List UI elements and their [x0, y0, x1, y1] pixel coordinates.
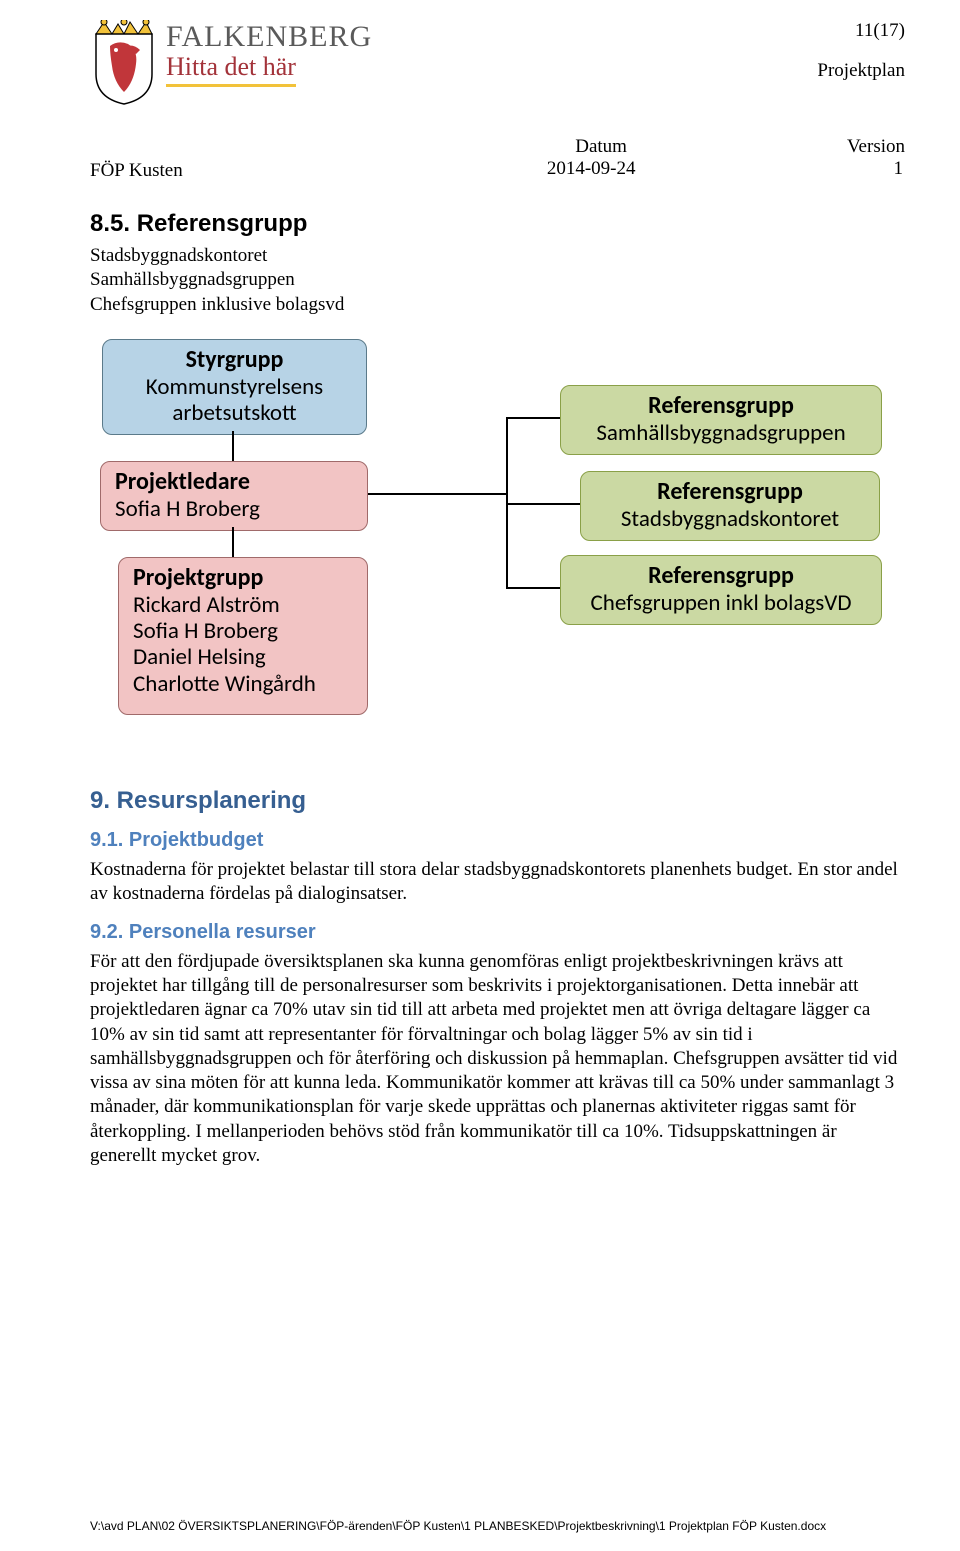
org-node-ref1: ReferensgruppSamhällsbyggnadsgruppen — [560, 385, 882, 455]
doc-meta-labels: Datum Version — [90, 136, 905, 158]
body-9-2: För att den fördjupade översiktsplanen s… — [90, 950, 905, 1169]
org-node-grupp: ProjektgruppRickard AlströmSofia H Brobe… — [118, 557, 368, 715]
heading-9-1: 9.1. Projektbudget — [90, 829, 905, 852]
org-node-ledare: ProjektledareSofia H Broberg — [100, 461, 368, 531]
org-node-sub: Rickard Alström — [133, 592, 353, 618]
org-node-sub: Charlotte Wingårdh — [133, 671, 353, 697]
datum-label: Datum — [575, 136, 627, 158]
list-item: Chefsgruppen inklusive bolagsvd — [90, 293, 905, 317]
list-item: Stadsbyggnadskontoret — [90, 244, 905, 268]
org-connector — [232, 527, 234, 557]
heading-9-2: 9.2. Personella resurser — [90, 921, 905, 944]
org-node-sub: arbetsutskott — [117, 400, 352, 426]
header-right: 11(17) Projektplan — [817, 20, 905, 82]
page-header: FALKENBERG Hitta det här 11(17) Projektp… — [90, 20, 905, 106]
org-node-title: Referensgrupp — [575, 562, 867, 590]
referensgrupp-list: Stadsbyggnadskontoret Samhällsbyggnadsgr… — [90, 244, 905, 317]
org-connector — [232, 431, 234, 461]
org-node-sub: Kommunstyrelsens — [117, 374, 352, 400]
org-connector — [368, 493, 508, 495]
org-node-sub: Daniel Helsing — [133, 644, 353, 670]
org-node-ref2: ReferensgruppStadsbyggnadskontoret — [580, 471, 880, 541]
org-connector — [506, 417, 560, 419]
org-node-styr: StyrgruppKommunstyrelsensarbetsutskott — [102, 339, 367, 435]
org-connector — [506, 587, 560, 589]
body-9-1: Kostnaderna för projektet belastar till … — [90, 858, 905, 907]
fop-name: FÖP Kusten — [90, 160, 183, 182]
footer-filepath: V:\avd PLAN\02 ÖVERSIKTSPLANERING\FÖP-är… — [90, 1519, 826, 1533]
org-node-title: Projektledare — [115, 468, 353, 496]
logo-text-block: FALKENBERG Hitta det här — [166, 20, 372, 87]
org-node-sub: Sofia H Broberg — [133, 618, 353, 644]
municipality-logo: FALKENBERG Hitta det här — [90, 20, 372, 106]
list-item: Samhällsbyggnadsgruppen — [90, 268, 905, 292]
org-node-sub: Chefsgruppen inkl bolagsVD — [575, 590, 867, 616]
org-chart: StyrgruppKommunstyrelsensarbetsutskott Pr… — [90, 339, 900, 759]
heading-9: 9. Resursplanering — [90, 787, 905, 815]
logo-wordmark: FALKENBERG — [166, 20, 372, 54]
org-node-sub: Sofia H Broberg — [115, 496, 353, 522]
page-number: 11(17) — [817, 20, 905, 42]
falkenberg-crest-icon — [90, 20, 158, 106]
org-node-title: Referensgrupp — [595, 478, 865, 506]
version-value: 1 — [894, 158, 904, 182]
logo-tagline: Hitta det här — [166, 52, 296, 87]
org-node-sub: Stadsbyggnadskontoret — [595, 506, 865, 532]
version-label: Version — [847, 136, 905, 158]
org-node-sub: Samhällsbyggnadsgruppen — [575, 420, 867, 446]
heading-8-5: 8.5. Referensgrupp — [90, 210, 905, 238]
org-node-ref3: ReferensgruppChefsgruppen inkl bolagsVD — [560, 555, 882, 625]
org-connector — [506, 503, 580, 505]
doc-type-label: Projektplan — [817, 60, 905, 82]
org-node-title: Styrgrupp — [117, 346, 352, 374]
datum-value: 2014-09-24 — [547, 158, 636, 182]
org-node-title: Projektgrupp — [133, 564, 353, 592]
org-node-title: Referensgrupp — [575, 392, 867, 420]
